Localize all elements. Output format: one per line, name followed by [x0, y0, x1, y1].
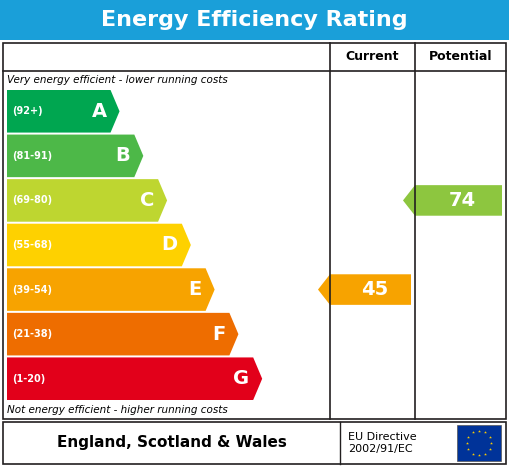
Bar: [0, 0, 509, 40]
Text: (92+): (92+): [12, 106, 43, 116]
Text: Energy Efficiency Rating: Energy Efficiency Rating: [101, 10, 408, 30]
Bar: [457, 425, 501, 461]
Text: Very energy efficient - lower running costs: Very energy efficient - lower running co…: [7, 75, 228, 85]
Text: Potential: Potential: [429, 50, 492, 64]
Polygon shape: [7, 134, 144, 177]
Text: England, Scotland & Wales: England, Scotland & Wales: [56, 436, 287, 451]
Text: G: G: [233, 369, 249, 388]
Text: B: B: [116, 146, 130, 165]
Text: EU Directive
2002/91/EC: EU Directive 2002/91/EC: [348, 432, 417, 454]
Text: Current: Current: [346, 50, 399, 64]
Text: (55-68): (55-68): [12, 240, 52, 250]
Text: (39-54): (39-54): [12, 284, 52, 295]
Polygon shape: [7, 90, 120, 133]
Text: 74: 74: [449, 191, 476, 210]
Text: (69-80): (69-80): [12, 195, 52, 205]
Text: A: A: [92, 102, 106, 121]
Polygon shape: [403, 185, 502, 216]
Text: (21-38): (21-38): [12, 329, 52, 339]
Polygon shape: [7, 357, 262, 400]
Text: 45: 45: [361, 280, 388, 299]
Polygon shape: [318, 274, 411, 305]
Text: D: D: [162, 235, 178, 255]
Text: (81-91): (81-91): [12, 151, 52, 161]
Text: F: F: [212, 325, 225, 344]
Polygon shape: [7, 224, 191, 266]
Polygon shape: [7, 313, 238, 355]
Text: C: C: [139, 191, 154, 210]
Text: (1-20): (1-20): [12, 374, 45, 384]
Bar: [3, 422, 506, 464]
Text: Not energy efficient - higher running costs: Not energy efficient - higher running co…: [7, 405, 228, 415]
Text: E: E: [188, 280, 202, 299]
Bar: [3, 43, 506, 419]
Polygon shape: [7, 179, 167, 222]
Polygon shape: [7, 268, 215, 311]
